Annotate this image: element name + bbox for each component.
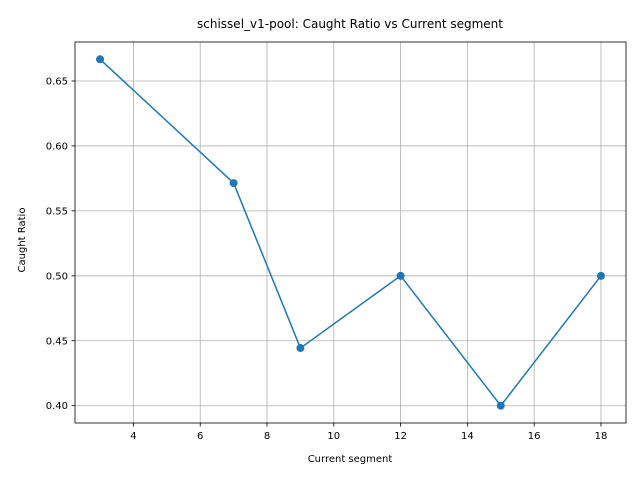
data-point — [296, 344, 305, 353]
y-tick-label: 0.60 — [46, 141, 68, 152]
x-tick-label: 4 — [130, 431, 136, 442]
series-line — [99, 58, 602, 407]
data-point — [96, 55, 105, 64]
data-point — [229, 179, 238, 188]
grid-lines — [75, 42, 626, 423]
x-axis-label: Current segment — [308, 454, 393, 465]
y-tick-label: 0.50 — [46, 271, 68, 282]
x-axis-ticks: 4 6 8 10 12 14 16 18 — [130, 423, 607, 442]
y-tick-label: 0.55 — [46, 206, 68, 217]
x-tick-label: 8 — [264, 431, 270, 442]
chart-title: schissel_v1-pool: Caught Ratio vs Curren… — [197, 17, 503, 31]
data-point — [496, 401, 505, 410]
y-axis-label: Caught Ratio — [17, 208, 28, 273]
y-tick-label: 0.40 — [46, 401, 68, 412]
x-tick-label: 12 — [394, 431, 407, 442]
y-axis-ticks: 0.40 0.45 0.50 0.55 0.60 0.65 — [46, 76, 75, 412]
y-tick-label: 0.45 — [46, 336, 68, 347]
x-tick-label: 14 — [461, 431, 474, 442]
series-line-layer — [99, 58, 602, 407]
data-point — [596, 271, 605, 280]
data-point — [396, 271, 405, 280]
x-tick-label: 18 — [595, 431, 608, 442]
plot-frame — [74, 41, 627, 424]
x-tick-label: 10 — [327, 431, 340, 442]
y-tick-label: 0.65 — [46, 76, 68, 87]
marker-layer — [96, 55, 605, 410]
x-tick-label: 16 — [528, 431, 541, 442]
x-tick-label: 6 — [197, 431, 203, 442]
